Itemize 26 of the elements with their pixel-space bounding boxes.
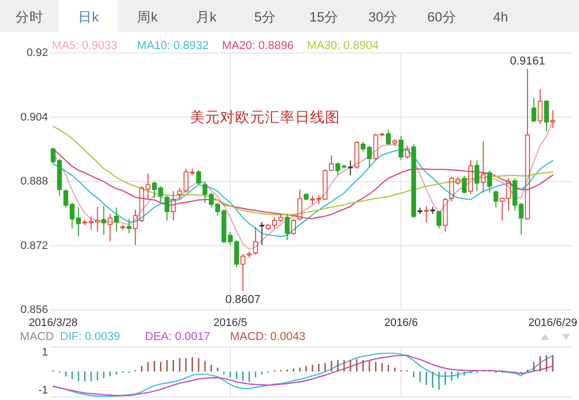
tab-label: 15分 [309, 10, 338, 24]
tab-label: 60分 [427, 10, 456, 24]
text: 美元对欧元汇率日线图 [190, 109, 340, 126]
y-tick-label: 0.904 [20, 111, 48, 124]
tab-label: 日k [78, 10, 99, 24]
y-tick-label: 1 [42, 346, 48, 358]
x-tick-label: 2016/6 [384, 317, 418, 329]
y-tick-label: 0.92 [26, 47, 48, 59]
tab-label: 分时 [15, 10, 44, 24]
tab-label: 月k [196, 10, 217, 24]
annotation: 0.8607 [225, 294, 261, 306]
legend: MA5: 0.9033 MA10: 0.8932 MA20: 0.8896 MA30: 0.8904 [52, 40, 379, 52]
chart-title: MACD [20, 331, 54, 343]
x-tick-label: 2016/3/28 [28, 317, 78, 329]
tab-label: 周k [136, 10, 158, 24]
y-tick-label: -1 [38, 384, 48, 397]
tab-label: 30分 [368, 10, 398, 24]
legend: DIF: 0.0039 DEA: 0.0017 MACD: 0.0043 [60, 331, 306, 343]
y-tick-label: 0.888 [20, 176, 48, 188]
y-tick-label: 0.856 [20, 304, 48, 316]
x-tick-label: 2016/5 [213, 317, 248, 329]
y-tick-label: 0.872 [20, 240, 48, 252]
tab-label: 4h [493, 10, 508, 24]
tab-label: 5分 [254, 10, 276, 24]
annotation: 0.9161 [510, 56, 546, 68]
x-tick-label: 2016/6/29 [528, 317, 578, 329]
